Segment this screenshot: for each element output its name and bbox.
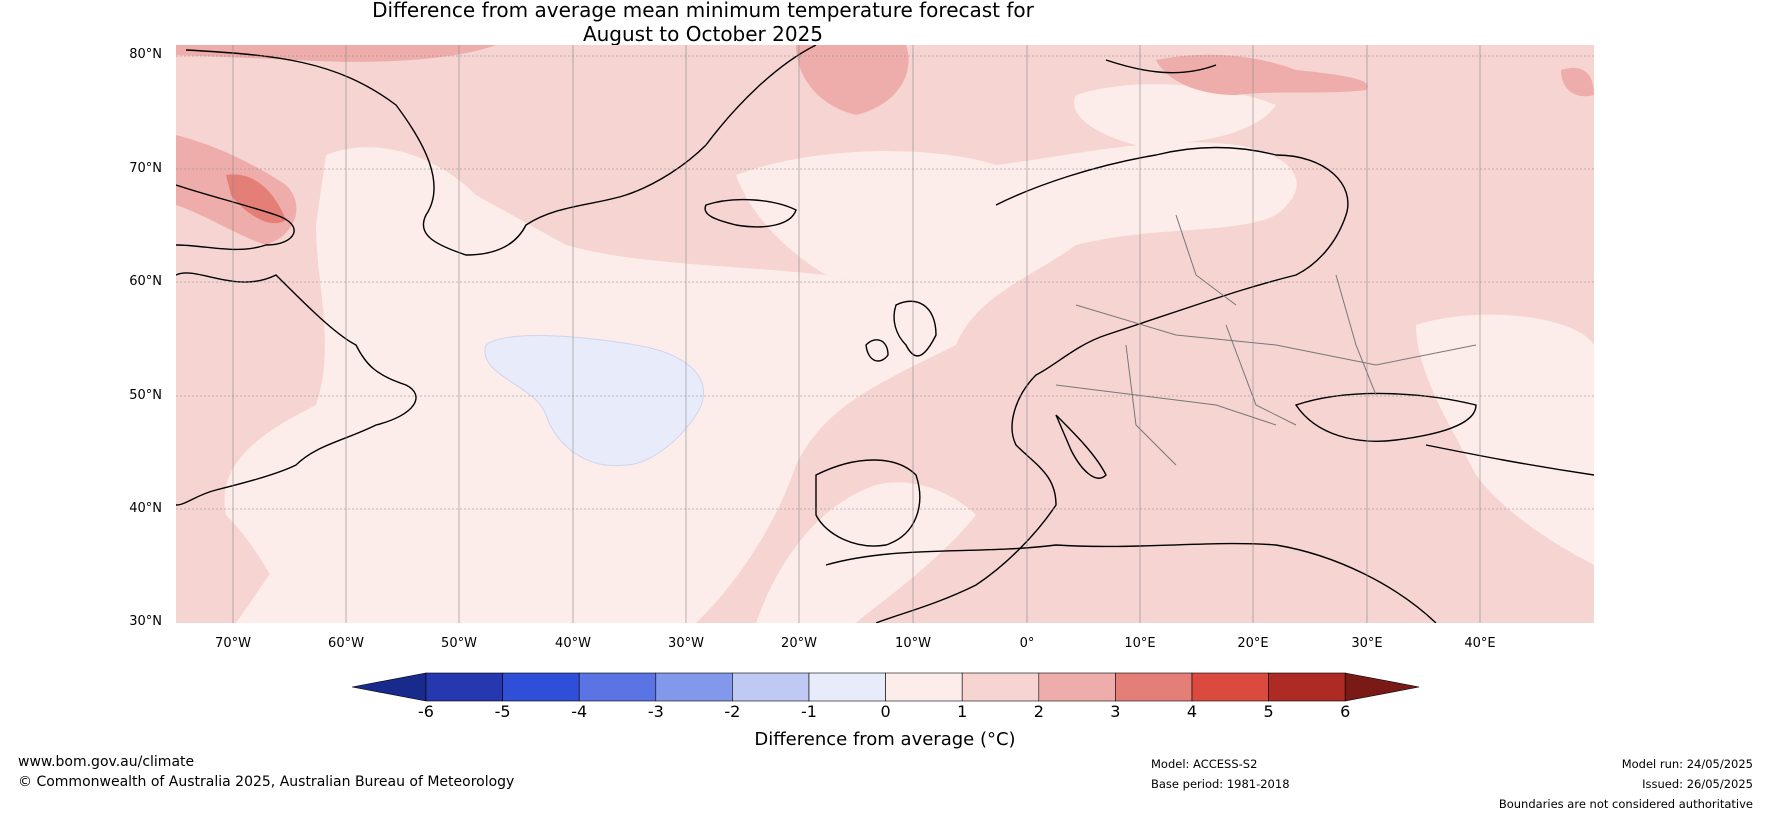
anomaly-region-0-1-east <box>1416 314 1594 565</box>
map-title: Difference from average mean minimum tem… <box>0 0 1406 46</box>
north-america-coast <box>176 272 417 506</box>
colorbar-tick-label: -4 <box>571 702 588 721</box>
anomaly-region-2-3-arctic <box>176 45 496 62</box>
lon-label: 50°W <box>441 636 477 651</box>
colorbar-tick-label: -6 <box>418 702 434 721</box>
colorbar-segment <box>808 672 886 702</box>
anomaly-region-0-1-north <box>736 142 1297 345</box>
colorbar-tick-label: 0 <box>880 702 891 721</box>
map-canvas <box>176 45 1594 623</box>
colorbar-segment <box>961 672 1040 702</box>
colorbar-segment <box>502 672 580 702</box>
graticule <box>176 45 1594 623</box>
anomaly-region-2-3-barents <box>1156 54 1368 95</box>
colorbar-under-arrow <box>352 672 427 702</box>
europe-coast <box>875 146 1349 623</box>
issued-text: Issued: 26/05/2025 <box>1642 777 1753 791</box>
border-line <box>1055 384 1277 426</box>
model-run-text: Model run: 24/05/2025 <box>1621 757 1753 771</box>
lat-label: 30°N <box>129 614 162 629</box>
colorbar-tick-label: -1 <box>801 702 817 721</box>
baffin-island-coast <box>176 184 295 251</box>
copyright-text: © Commonwealth of Australia 2025, Austra… <box>18 774 515 790</box>
colorbar-segment <box>578 672 657 702</box>
colorbar-tick-label: 2 <box>1033 702 1044 721</box>
lon-label: 20°E <box>1237 636 1269 651</box>
country-borders <box>1055 214 1477 466</box>
base-period-text: Base period: 1981-2018 <box>1151 777 1290 791</box>
anatolia-coast <box>1425 444 1594 476</box>
lon-label: 10°W <box>895 636 931 651</box>
colorbar-tick-label: 4 <box>1186 702 1198 721</box>
lon-label: 70°W <box>215 636 251 651</box>
lon-label: 20°W <box>781 636 817 651</box>
lon-label: 60°W <box>328 636 364 651</box>
colorbar-segment <box>1268 672 1346 702</box>
colorbar-tick-label: -5 <box>494 702 511 721</box>
iceland-coast <box>704 198 797 228</box>
lon-label: 0° <box>1019 636 1035 651</box>
colorbar-segment <box>1038 672 1116 702</box>
colorbar-segment <box>1115 672 1193 702</box>
colorbar-tick-label: 5 <box>1263 702 1274 721</box>
lat-label: 80°N <box>129 47 162 62</box>
colorbar <box>352 672 1420 702</box>
colorbar-segment <box>1191 672 1269 702</box>
italy-coast <box>1055 414 1107 479</box>
border-line <box>1225 324 1297 426</box>
model-text: Model: ACCESS-S2 <box>1151 757 1258 771</box>
greenland-coast <box>185 45 817 256</box>
coastlines <box>176 45 1594 623</box>
title-line-2: August to October 2025 <box>582 22 824 46</box>
lon-label: 40°E <box>1464 636 1496 651</box>
lon-label: 40°W <box>555 636 591 651</box>
colorbar-tick-label: -3 <box>647 702 664 721</box>
lon-label: 30°E <box>1351 636 1383 651</box>
colorbar-over-arrow <box>1344 672 1420 702</box>
lon-label: 30°W <box>668 636 704 651</box>
anomaly-region-0-1-iberia <box>756 482 976 623</box>
anomaly-region-2-3-kara <box>1561 67 1594 97</box>
border-line <box>1335 274 1377 396</box>
colorbar-tick-label: 1 <box>957 702 968 721</box>
anomaly-region-minus1-0 <box>484 335 704 467</box>
colorbar-tick-label: 3 <box>1110 702 1121 721</box>
ireland-coast <box>865 339 889 362</box>
anomaly-region-0-1-svalbard <box>1074 84 1276 145</box>
black-sea-coast <box>1294 392 1477 442</box>
colorbar-tick-label: -2 <box>724 702 741 721</box>
anomaly-region-2-3-greenland-east <box>796 45 909 115</box>
title-line-1: Difference from average mean minimum tem… <box>372 0 1034 22</box>
colorbar-tick-label: 6 <box>1340 702 1351 721</box>
lat-label: 50°N <box>129 388 162 403</box>
british-isles-coast <box>893 300 937 357</box>
anomaly-region-0-1-south <box>236 473 506 623</box>
anomaly-region-3-4 <box>226 174 286 224</box>
colorbar-segment <box>732 672 810 702</box>
colorbar-segment <box>655 672 733 702</box>
colorbar-label: Difference from average (°C) <box>754 729 1016 750</box>
border-line <box>1175 214 1237 306</box>
disclaimer-text: Boundaries are not considered authoritat… <box>1498 797 1753 811</box>
lon-label: 10°E <box>1124 636 1156 651</box>
colorbar-segment <box>885 672 963 702</box>
website-text: www.bom.gov.au/climate <box>18 754 195 770</box>
lat-label: 70°N <box>129 161 162 176</box>
border-line <box>1125 344 1177 466</box>
border-line <box>1075 304 1477 366</box>
colorbar-segment <box>425 672 503 702</box>
lat-label: 60°N <box>129 274 162 289</box>
temperature-anomaly-map <box>176 45 1594 623</box>
iberia-coast <box>815 459 921 547</box>
svalbard-coast <box>1105 59 1217 74</box>
north-africa-coast <box>825 542 1437 623</box>
lat-label: 40°N <box>129 501 162 516</box>
